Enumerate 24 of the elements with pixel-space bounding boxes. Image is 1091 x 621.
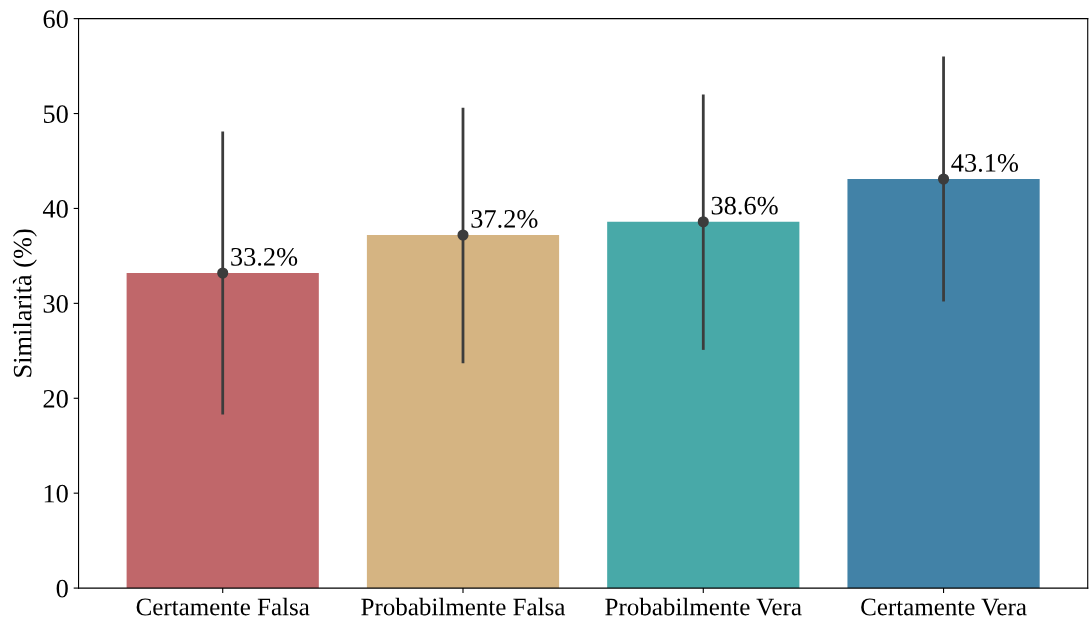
x-tick-label: Certamente Falsa: [136, 597, 310, 616]
point: [938, 173, 950, 185]
data-label: 33.2%: [231, 247, 298, 266]
x-tick-label: Probabilmente Falsa: [361, 597, 566, 616]
point: [697, 216, 709, 228]
y-tick-label: 10: [44, 484, 68, 503]
point: [457, 229, 469, 241]
y-tick-label: 0: [56, 579, 68, 598]
y-axis-title: Similarità (%): [12, 229, 37, 377]
x-tick-label: Probabilmente Vera: [605, 597, 802, 616]
data-label: 43.1%: [951, 153, 1019, 172]
bar: [847, 179, 1040, 589]
y-tick-label: 60: [43, 10, 68, 29]
bar: [607, 221, 800, 589]
y-tick-label: 40: [42, 200, 68, 218]
bar: [366, 235, 560, 589]
data-label: 38.6%: [711, 196, 778, 215]
y-tick-label: 20: [43, 389, 68, 408]
bar: [126, 272, 319, 589]
data-label: 37.2%: [471, 209, 538, 228]
y-tick-label: 50: [43, 105, 68, 123]
x-tick-label: Certamente Vera: [861, 598, 1027, 616]
point: [217, 267, 229, 279]
y-tick-label: 30: [43, 294, 68, 313]
